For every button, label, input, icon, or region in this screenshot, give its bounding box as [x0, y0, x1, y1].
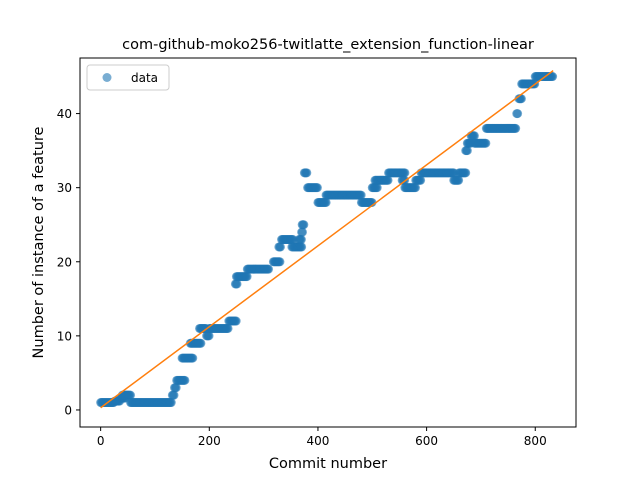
data-point: [511, 123, 521, 133]
data-point: [312, 183, 322, 193]
data-point: [204, 331, 214, 341]
data-point: [372, 183, 382, 193]
legend: data: [86, 64, 170, 91]
data-point: [169, 390, 179, 400]
y-tick-label: 20: [57, 255, 72, 269]
data-point: [513, 109, 523, 119]
data-point: [180, 375, 190, 385]
data-point: [297, 242, 307, 252]
data-point: [223, 323, 233, 333]
data-point: [297, 227, 307, 237]
y-tick-label: 30: [57, 181, 72, 195]
legend-marker: [102, 73, 112, 82]
data-point: [481, 138, 491, 148]
data-point: [321, 197, 331, 207]
data-point: [166, 398, 176, 408]
data-point: [171, 383, 181, 393]
chart-title: com-github-moko256-twitlatte_extension_f…: [122, 37, 534, 53]
y-tick-label: 0: [64, 403, 72, 417]
data-point: [296, 235, 306, 245]
data-points: [96, 72, 558, 408]
data-point: [275, 257, 285, 267]
data-point: [454, 175, 464, 185]
x-tick-label: 600: [415, 434, 438, 448]
x-axis-label: Commit number: [269, 456, 387, 472]
data-point: [299, 220, 309, 230]
fit-line: [100, 69, 554, 409]
data-point: [416, 175, 426, 185]
y-axis-label: Number of instance of a feature: [31, 126, 47, 358]
plot-frame: [79, 57, 577, 428]
data-point: [548, 72, 558, 82]
y-axis-ticks: 0 10 20 30 40: [57, 107, 80, 417]
data-point: [188, 353, 198, 363]
data-point: [516, 94, 526, 104]
data-point: [242, 272, 252, 282]
legend-label: data: [131, 71, 158, 85]
data-point: [126, 390, 136, 400]
data-point: [410, 183, 420, 193]
x-tick-label: 400: [306, 434, 329, 448]
data-point: [400, 168, 410, 178]
data-point: [469, 131, 479, 141]
data-point: [232, 279, 242, 289]
x-tick-label: 800: [524, 434, 547, 448]
y-tick-label: 40: [57, 107, 72, 121]
data-point: [275, 242, 285, 252]
y-tick-label: 10: [57, 329, 72, 343]
x-tick-label: 200: [198, 434, 221, 448]
data-point: [264, 264, 274, 274]
fit-line-group: [100, 69, 554, 409]
data-point: [196, 338, 206, 348]
data-point: [302, 168, 312, 178]
x-tick-label: 0: [97, 434, 105, 448]
data-point: [462, 146, 472, 156]
data-point: [383, 175, 393, 185]
x-axis-ticks: 0 200 400 600 800: [97, 427, 547, 448]
legend-box: [86, 64, 170, 91]
data-point: [461, 168, 471, 178]
data-point: [356, 190, 366, 200]
data-point: [231, 316, 241, 326]
